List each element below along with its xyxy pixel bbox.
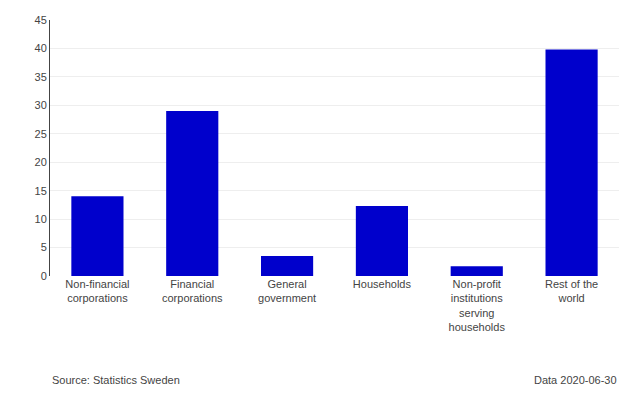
svg-text:0: 0 <box>41 270 47 282</box>
svg-text:Source: Statistics Sweden: Source: Statistics Sweden <box>52 374 180 386</box>
svg-text:Generalgovernment: Generalgovernment <box>258 278 316 304</box>
svg-text:Households: Households <box>353 278 412 290</box>
svg-text:35: 35 <box>35 71 47 83</box>
svg-text:20: 20 <box>35 156 47 168</box>
svg-text:5: 5 <box>41 241 47 253</box>
svg-text:30: 30 <box>35 99 47 111</box>
svg-text:Financialcorporations: Financialcorporations <box>162 278 223 304</box>
svg-text:45: 45 <box>35 14 47 26</box>
svg-text:10: 10 <box>35 213 47 225</box>
svg-text:15: 15 <box>35 185 47 197</box>
svg-text:Non-financialcorporations: Non-financialcorporations <box>65 278 129 304</box>
svg-text:Rest of theworld: Rest of theworld <box>545 278 598 304</box>
svg-text:40: 40 <box>35 42 47 54</box>
svg-text:Data 2020-06-30: Data 2020-06-30 <box>534 374 617 386</box>
svg-text:Non-profitinstitutionsservingh: Non-profitinstitutionsservinghouseholds <box>449 278 506 333</box>
svg-text:25: 25 <box>35 128 47 140</box>
